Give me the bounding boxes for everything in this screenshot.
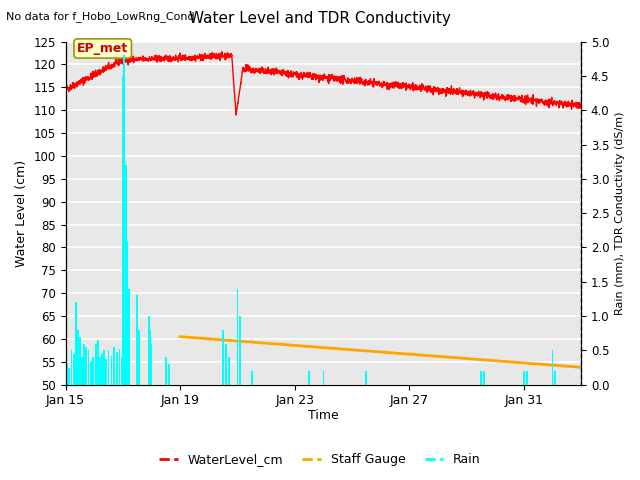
Bar (102, 354, 103, 384)
Bar (111, 356, 113, 384)
Bar (365, 371, 367, 384)
Bar (88, 350, 90, 384)
Bar (128, 288, 129, 384)
Bar (323, 371, 324, 384)
Bar (239, 316, 241, 384)
Bar (251, 371, 253, 384)
Bar (554, 371, 556, 384)
Bar (523, 371, 525, 384)
Bar (68, 368, 70, 384)
Bar (225, 344, 227, 384)
Bar (116, 352, 118, 384)
Bar (237, 288, 238, 384)
Bar (228, 357, 230, 384)
Y-axis label: Rain (mm), TDR Conductivity (dS/m): Rain (mm), TDR Conductivity (dS/m) (615, 111, 625, 315)
Bar (120, 357, 122, 384)
Bar (168, 364, 170, 384)
Bar (165, 357, 167, 384)
Text: EP_met: EP_met (77, 42, 129, 55)
Bar (99, 357, 101, 384)
Bar (150, 344, 152, 384)
Bar (81, 357, 83, 384)
Bar (308, 371, 310, 384)
Bar (77, 330, 79, 384)
Bar (124, 55, 125, 384)
Text: Water Level and TDR Conductivity: Water Level and TDR Conductivity (189, 11, 451, 26)
Bar (106, 359, 107, 384)
Y-axis label: Water Level (cm): Water Level (cm) (15, 159, 28, 267)
Bar (480, 371, 482, 384)
Bar (83, 344, 85, 384)
Bar (552, 350, 554, 384)
Bar (149, 330, 151, 384)
Bar (90, 360, 92, 384)
Bar (85, 347, 87, 384)
Bar (92, 357, 93, 384)
Bar (95, 344, 97, 384)
Bar (138, 330, 140, 384)
Bar (122, 76, 124, 384)
Text: No data for f_Hobo_LowRng_Cond: No data for f_Hobo_LowRng_Cond (6, 11, 195, 22)
Bar (75, 302, 77, 384)
Bar (73, 354, 74, 384)
Bar (104, 350, 105, 384)
Bar (79, 336, 81, 384)
Bar (108, 350, 109, 384)
Bar (483, 371, 484, 384)
Bar (125, 165, 127, 384)
Bar (113, 347, 115, 384)
Legend: WaterLevel_cm, Staff Gauge, Rain: WaterLevel_cm, Staff Gauge, Rain (154, 448, 486, 471)
Bar (136, 296, 138, 384)
Bar (222, 330, 224, 384)
Bar (126, 240, 128, 384)
Bar (118, 349, 120, 384)
Bar (526, 371, 527, 384)
Bar (70, 350, 72, 384)
Bar (66, 364, 68, 384)
X-axis label: Time: Time (308, 409, 339, 422)
Bar (97, 340, 99, 384)
Bar (148, 316, 150, 384)
